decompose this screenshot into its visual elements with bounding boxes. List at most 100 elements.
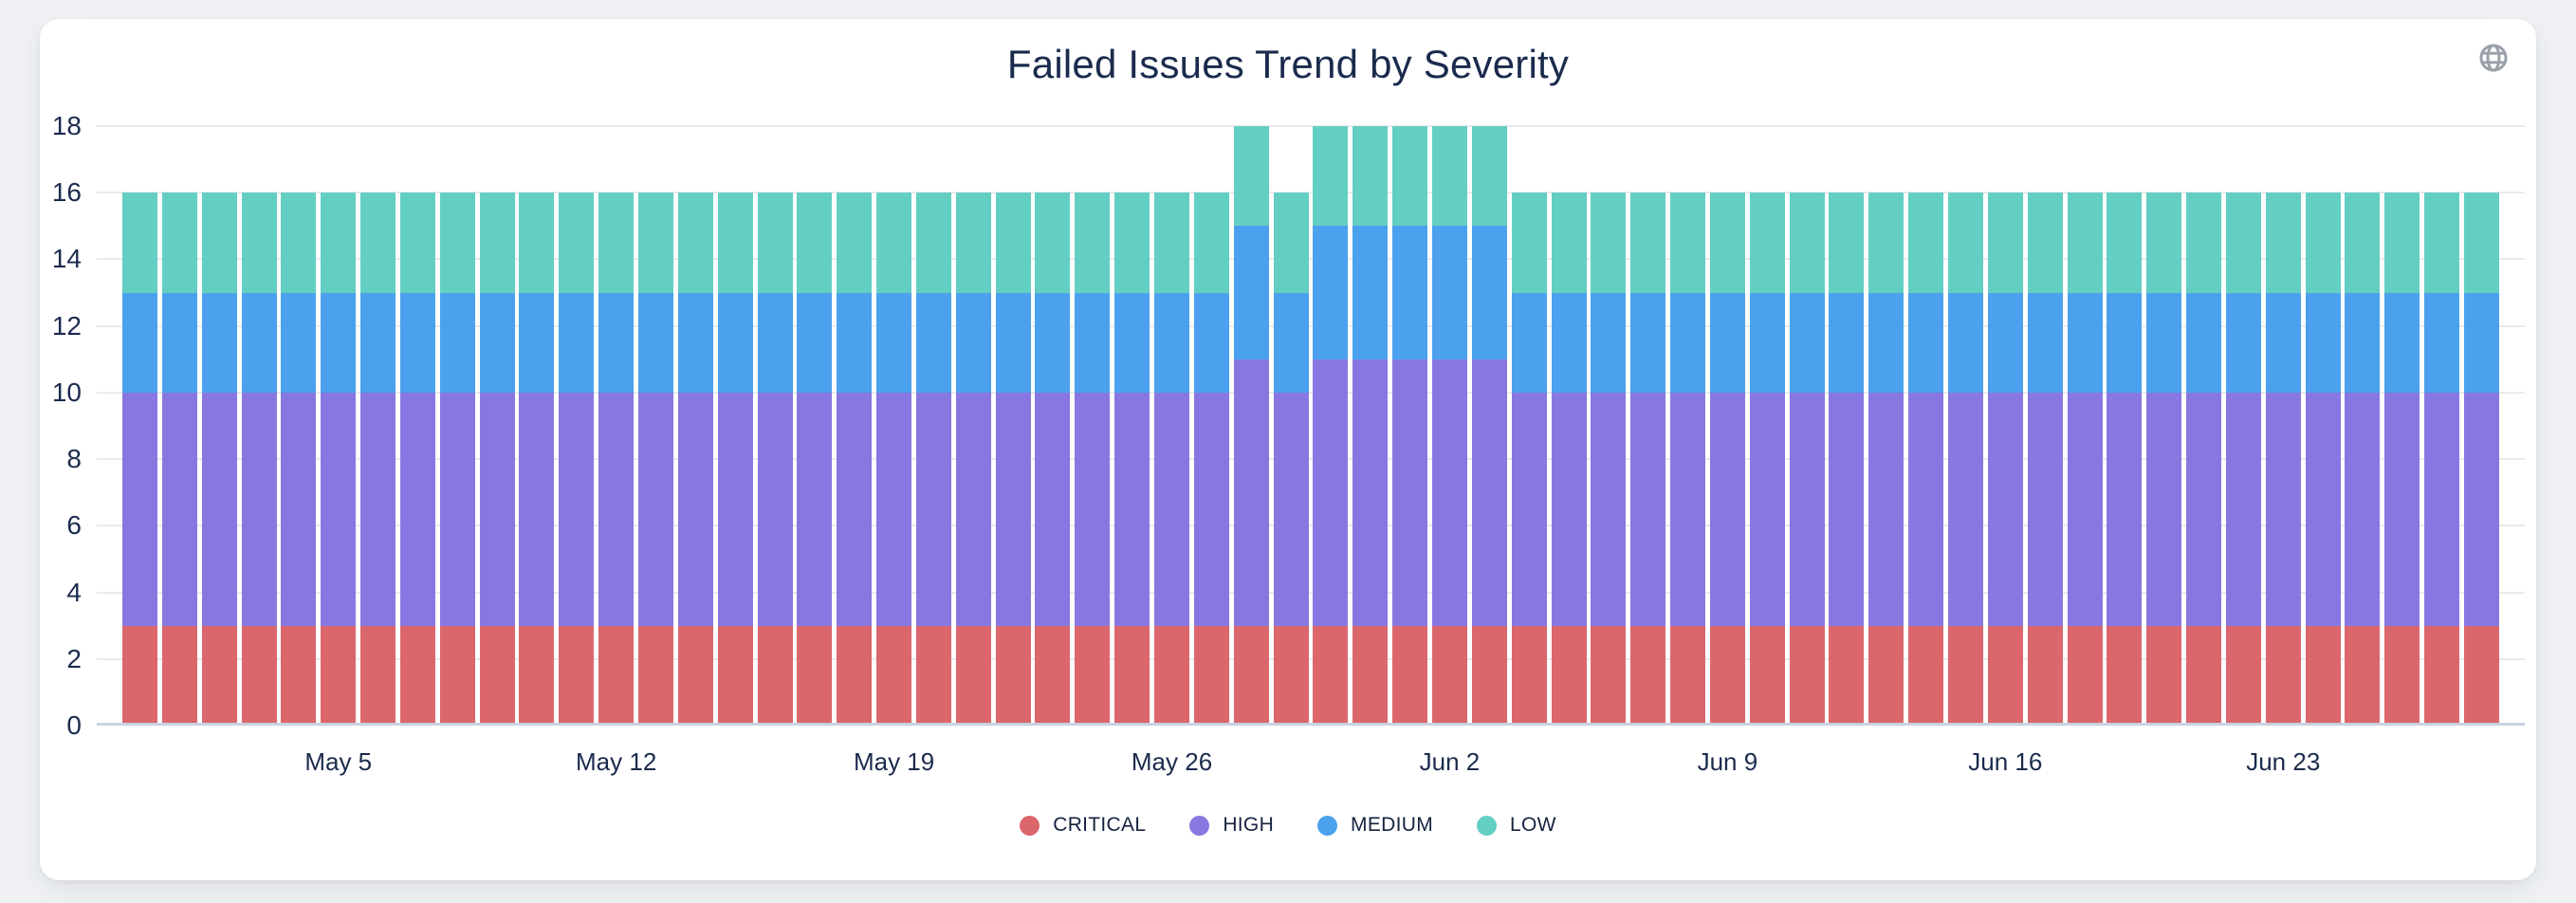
bar-jun-16[interactable] <box>1987 193 2023 726</box>
bar-jun-27[interactable] <box>2424 193 2460 726</box>
bar-segment-medium <box>1630 292 1666 393</box>
bar-jun-20[interactable] <box>2146 193 2182 726</box>
bar-jun-10[interactable] <box>1749 193 1785 726</box>
bar-jun-25[interactable] <box>2345 193 2381 726</box>
bar-jun-18[interactable] <box>2067 193 2103 726</box>
bar-segment-low <box>1392 126 1428 227</box>
bar-segment-critical <box>1313 625 1349 726</box>
bar-may-17[interactable] <box>797 193 833 726</box>
legend-item-medium[interactable]: MEDIUM <box>1317 814 1433 837</box>
bar-segment-critical <box>1471 625 1507 726</box>
bar-jun-5[interactable] <box>1551 193 1587 726</box>
x-axis-tick-label: May 26 <box>1131 747 1213 776</box>
bar-may-9[interactable] <box>479 193 515 726</box>
bar-segment-medium <box>201 292 237 393</box>
bar-may-24[interactable] <box>1075 193 1111 726</box>
bar-segment-critical <box>2424 625 2460 726</box>
bar-jun-3[interactable] <box>1471 126 1507 726</box>
bar-may-7[interactable] <box>399 193 435 726</box>
bar-may-6[interactable] <box>360 193 396 726</box>
bar-segment-critical <box>1829 625 1865 726</box>
bar-jun-23[interactable] <box>2265 193 2301 726</box>
bar-segment-critical <box>1749 625 1785 726</box>
legend-item-critical[interactable]: CRITICAL <box>1020 814 1146 837</box>
bar-may-2[interactable] <box>201 193 237 726</box>
bar-jun-13[interactable] <box>1868 193 1904 726</box>
bar-segment-high <box>2345 392 2381 626</box>
y-axis-tick-label: 18 <box>51 111 82 140</box>
bar-jun-8[interactable] <box>1670 193 1706 726</box>
bar-may-19[interactable] <box>876 193 912 726</box>
bar-jun-21[interactable] <box>2186 193 2222 726</box>
bar-jun-15[interactable] <box>1947 193 1983 726</box>
bar-segment-high <box>1709 392 1745 626</box>
bar-may-30[interactable] <box>1313 126 1349 726</box>
legend-marker-icon <box>1317 815 1338 836</box>
bar-segment-high <box>1630 392 1666 626</box>
bar-may-26[interactable] <box>1154 193 1190 726</box>
bar-segment-critical <box>677 625 713 726</box>
bar-jun-14[interactable] <box>1908 193 1944 726</box>
bar-may-15[interactable] <box>717 193 753 726</box>
bar-may-25[interactable] <box>1114 193 1150 726</box>
bar-jun-7[interactable] <box>1630 193 1666 726</box>
bar-segment-critical <box>638 625 674 726</box>
bar-jun-19[interactable] <box>2107 193 2143 726</box>
bar-may-27[interactable] <box>1193 193 1229 726</box>
globe-button[interactable] <box>2477 40 2513 76</box>
bar-segment-critical <box>1352 625 1389 726</box>
bar-may-23[interactable] <box>1035 193 1071 726</box>
legend-label: CRITICAL <box>1053 814 1147 836</box>
bar-may-8[interactable] <box>439 193 475 726</box>
bar-jun-4[interactable] <box>1511 193 1547 726</box>
bar-segment-medium <box>2384 292 2420 393</box>
bar-segment-critical <box>479 625 515 726</box>
bar-segment-medium <box>1987 292 2023 393</box>
bar-segment-high <box>1987 392 2023 626</box>
bar-jun-9[interactable] <box>1709 193 1745 726</box>
bar-segment-medium <box>1471 226 1507 359</box>
bar-segment-low <box>2225 193 2261 293</box>
bar-segment-high <box>598 392 635 626</box>
bar-may-29[interactable] <box>1273 193 1309 726</box>
bar-may-13[interactable] <box>638 193 674 726</box>
bar-jun-17[interactable] <box>2027 193 2063 726</box>
legend-item-low[interactable]: LOW <box>1477 814 1556 837</box>
bar-jun-28[interactable] <box>2464 193 2499 726</box>
gridline <box>97 391 2525 394</box>
bar-may-3[interactable] <box>241 193 277 726</box>
bar-segment-medium <box>1511 292 1547 393</box>
bar-segment-medium <box>1352 226 1389 359</box>
bar-may-5[interactable] <box>321 193 357 726</box>
bar-may-21[interactable] <box>955 193 991 726</box>
bar-apr-30[interactable] <box>122 193 157 726</box>
bar-jun-22[interactable] <box>2225 193 2261 726</box>
bar-may-14[interactable] <box>677 193 713 726</box>
bar-segment-low <box>1035 193 1071 293</box>
bar-segment-medium <box>1114 292 1150 393</box>
bar-may-11[interactable] <box>559 193 595 726</box>
bar-may-12[interactable] <box>598 193 635 726</box>
bar-jun-2[interactable] <box>1431 126 1467 726</box>
bar-may-31[interactable] <box>1352 126 1389 726</box>
bar-jun-1[interactable] <box>1392 126 1428 726</box>
bar-may-20[interactable] <box>915 193 951 726</box>
bar-jun-24[interactable] <box>2305 193 2341 726</box>
bar-may-18[interactable] <box>837 193 873 726</box>
bar-segment-low <box>2265 193 2301 293</box>
bar-segment-high <box>1829 392 1865 626</box>
bar-jun-26[interactable] <box>2384 193 2420 726</box>
bar-may-10[interactable] <box>519 193 555 726</box>
bar-may-22[interactable] <box>995 193 1031 726</box>
bar-jun-6[interactable] <box>1591 193 1627 726</box>
bar-segment-medium <box>519 292 555 393</box>
bar-may-16[interactable] <box>757 193 793 726</box>
legend-item-high[interactable]: HIGH <box>1189 814 1274 837</box>
bar-jun-11[interactable] <box>1789 193 1825 726</box>
bar-jun-12[interactable] <box>1829 193 1865 726</box>
bar-may-28[interactable] <box>1233 126 1269 726</box>
bar-may-4[interactable] <box>281 193 317 726</box>
bar-may-1[interactable] <box>161 193 197 726</box>
bar-segment-critical <box>2067 625 2103 726</box>
bar-segment-medium <box>1829 292 1865 393</box>
